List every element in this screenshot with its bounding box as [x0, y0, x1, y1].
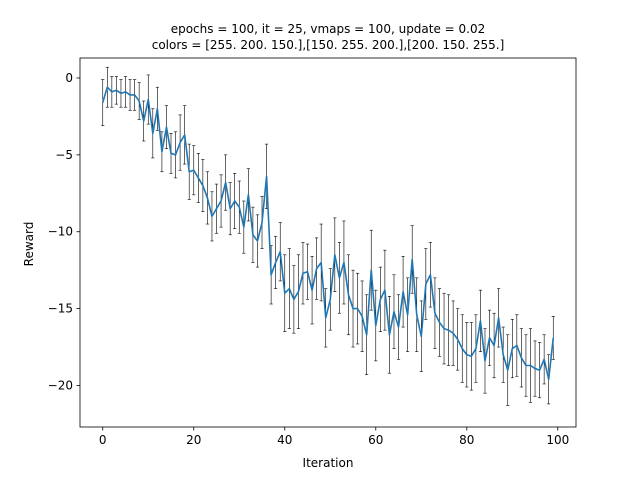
y-tick-label: −10: [48, 225, 73, 239]
y-axis: 0 −5 −10 −15 −20: [48, 71, 80, 392]
y-axis-label: Reward: [22, 222, 36, 267]
chart-title: epochs = 100, it = 25, vmaps = 100, upda…: [171, 22, 486, 36]
y-tick-label: −15: [48, 302, 73, 316]
x-tick-label: 40: [277, 433, 292, 447]
x-axis: 0 20 40 60 80 100: [99, 427, 569, 447]
y-tick-label: −5: [55, 148, 73, 162]
plot-frame: [79, 57, 577, 428]
series-line: [101, 86, 555, 381]
x-tick-label: 80: [459, 433, 474, 447]
x-axis-label: Iteration: [303, 456, 354, 470]
x-tick-label: 100: [546, 433, 569, 447]
x-tick-label: 20: [186, 433, 201, 447]
y-tick-label: −20: [48, 378, 73, 392]
x-tick-label: 60: [368, 433, 383, 447]
chart-subtitle: colors = [255. 200. 150.],[150. 255. 200…: [152, 38, 505, 52]
x-tick-label: 0: [99, 433, 107, 447]
y-tick-label: 0: [65, 71, 73, 85]
